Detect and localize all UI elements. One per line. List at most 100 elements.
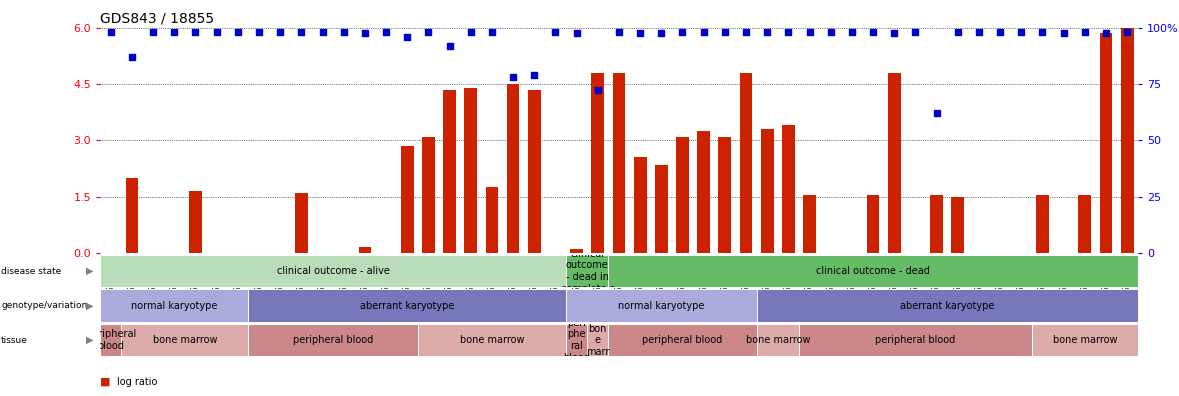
Point: [905, 29, 924, 35]
Bar: [760, 129, 773, 253]
Bar: [757, 324, 799, 356]
Bar: [608, 324, 757, 356]
Bar: [1121, 28, 1133, 253]
Point: [335, 29, 354, 35]
Point: [758, 29, 777, 35]
Text: tissue: tissue: [1, 336, 28, 345]
Point: [884, 30, 903, 36]
Text: ▶: ▶: [86, 301, 93, 311]
Point: [1054, 30, 1073, 36]
Bar: [587, 324, 608, 356]
Bar: [295, 193, 308, 253]
Bar: [888, 73, 901, 253]
Point: [419, 29, 437, 35]
Bar: [608, 255, 1138, 287]
Point: [588, 86, 607, 93]
Bar: [613, 73, 625, 253]
Text: bone marrow: bone marrow: [745, 335, 810, 345]
Point: [610, 29, 628, 35]
Point: [229, 29, 248, 35]
Text: peri
phe
ral
blood: peri phe ral blood: [564, 318, 590, 363]
Point: [716, 29, 735, 35]
Point: [864, 29, 883, 35]
Text: peripheral
blood: peripheral blood: [86, 329, 136, 351]
Text: bone marrow: bone marrow: [152, 335, 217, 345]
Bar: [799, 324, 1032, 356]
Text: clinical outcome - dead: clinical outcome - dead: [816, 266, 930, 276]
Text: ▶: ▶: [86, 266, 93, 276]
Bar: [1100, 33, 1112, 253]
Text: bone marrow: bone marrow: [460, 335, 525, 345]
Text: peripheral blood: peripheral blood: [875, 335, 955, 345]
Bar: [1032, 324, 1138, 356]
Point: [1118, 29, 1137, 35]
Text: normal karyotype: normal karyotype: [131, 301, 217, 311]
Bar: [867, 195, 880, 253]
Text: genotype/variation: genotype/variation: [1, 301, 87, 310]
Bar: [486, 187, 499, 253]
Text: ▶: ▶: [86, 335, 93, 345]
Text: clinical
outcome
- dead in
complete r: clinical outcome - dead in complete r: [561, 249, 613, 294]
Bar: [566, 324, 587, 356]
Bar: [507, 84, 520, 253]
Text: normal karyotype: normal karyotype: [618, 301, 705, 311]
Point: [186, 29, 205, 35]
Bar: [100, 324, 121, 356]
Bar: [417, 324, 566, 356]
Bar: [100, 289, 249, 322]
Point: [355, 30, 374, 36]
Text: GDS843 / 18855: GDS843 / 18855: [100, 11, 215, 25]
Point: [503, 74, 522, 80]
Point: [271, 29, 290, 35]
Bar: [718, 137, 731, 253]
Point: [969, 29, 988, 35]
Point: [1033, 29, 1052, 35]
Bar: [676, 137, 689, 253]
Point: [144, 29, 163, 35]
Bar: [189, 191, 202, 253]
Point: [101, 29, 120, 35]
Text: bon
e
marr: bon e marr: [586, 324, 610, 357]
Bar: [121, 324, 249, 356]
Bar: [930, 195, 943, 253]
Point: [801, 29, 819, 35]
Bar: [528, 89, 541, 253]
Point: [440, 43, 459, 49]
Point: [737, 29, 756, 35]
Bar: [126, 178, 138, 253]
Bar: [757, 289, 1138, 322]
Bar: [465, 88, 477, 253]
Point: [694, 29, 713, 35]
Bar: [782, 126, 795, 253]
Bar: [422, 137, 435, 253]
Bar: [566, 289, 757, 322]
Bar: [100, 255, 566, 287]
Bar: [803, 195, 816, 253]
Point: [376, 29, 395, 35]
Point: [673, 29, 692, 35]
Point: [927, 110, 946, 116]
Point: [567, 30, 586, 36]
Bar: [249, 324, 417, 356]
Bar: [249, 289, 566, 322]
Point: [822, 29, 841, 35]
Bar: [739, 73, 752, 253]
Text: ■: ■: [100, 377, 111, 387]
Point: [546, 29, 565, 35]
Bar: [1079, 195, 1091, 253]
Point: [250, 29, 269, 35]
Bar: [358, 248, 371, 253]
Point: [482, 29, 501, 35]
Point: [948, 29, 967, 35]
Point: [208, 29, 226, 35]
Point: [397, 34, 416, 40]
Text: peripheral blood: peripheral blood: [643, 335, 723, 345]
Text: log ratio: log ratio: [117, 377, 157, 387]
Text: aberrant karyotype: aberrant karyotype: [900, 301, 994, 311]
Point: [631, 30, 650, 36]
Point: [779, 29, 798, 35]
Bar: [656, 165, 667, 253]
Text: clinical outcome - alive: clinical outcome - alive: [277, 266, 389, 276]
Bar: [566, 255, 608, 287]
Point: [461, 29, 480, 35]
